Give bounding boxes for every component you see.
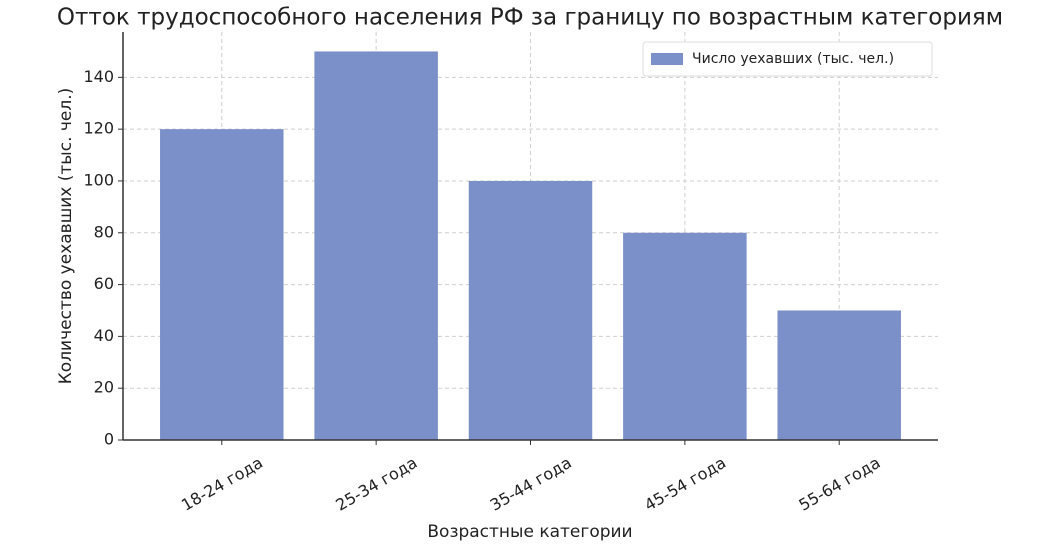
y-tick-label: 100 [83,170,114,189]
bar [623,232,747,440]
x-tick-label: 55-64 года [795,453,883,515]
plot [160,51,901,441]
y-tick-label: 0 [104,430,114,449]
legend-label: Число уехавших (тыс. чел.) [692,51,894,67]
legend-box [642,41,933,77]
y-axis-label: Количество уехавших (тыс. чел.) [56,88,76,385]
x-tick-label: 25-34 года [332,453,420,515]
x-tick-label: 45-54 года [641,453,729,515]
x-tick-label: 35-44 года [487,453,575,515]
y-tick-label: 140 [83,67,114,86]
bar [468,180,593,440]
bar [314,51,438,441]
x-axis-label: Возрастные категории [427,522,632,542]
y-tick-label: 80 [94,222,114,241]
bar [777,310,901,440]
y-tick-label: 40 [94,326,114,345]
legend-swatch [651,53,683,65]
y-tick-label: 60 [94,274,114,293]
y-tick-label: 120 [83,119,114,138]
legend: Число уехавших (тыс. чел.) [642,41,933,77]
bar [160,129,284,440]
chart-title: Отток трудоспособного населения РФ за гр… [57,5,1003,31]
y-tick-label: 20 [94,378,114,397]
x-tick-label: 18-24 года [178,453,266,515]
